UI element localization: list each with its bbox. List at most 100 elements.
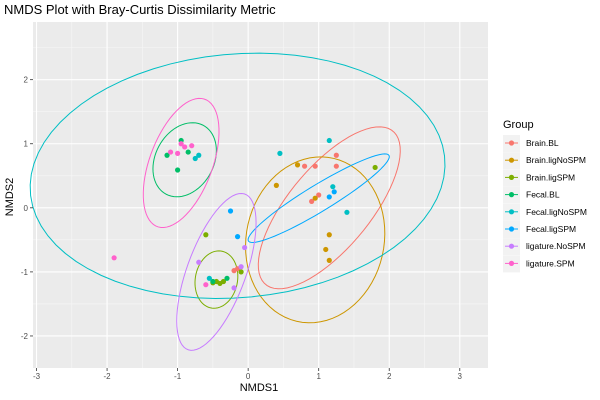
- point-ligature.SPM: [111, 255, 117, 261]
- y-tick-label: 1: [24, 140, 29, 149]
- point-Fecal.BL: [224, 275, 230, 281]
- ellipse-Fecal.ligNoSPM: [29, 52, 446, 299]
- legend-key-point: [508, 260, 515, 266]
- point-Fecal.ligSPM: [326, 194, 332, 200]
- point-Brain.BL: [301, 163, 308, 169]
- point-Brain.BL: [316, 192, 322, 198]
- ellipse-Brain.BL: [257, 126, 401, 290]
- x-axis-title: NMDS1: [240, 382, 279, 394]
- y-axis-ticks: -2 -1 0 1 2: [21, 76, 33, 341]
- point-Fecal.ligSPM: [227, 208, 234, 214]
- legend-label: Brain.BL: [526, 138, 559, 148]
- point-Brain.BL: [333, 163, 339, 169]
- x-tick-label: -3: [33, 372, 41, 381]
- point-Fecal.BL: [210, 278, 216, 285]
- x-tick-label: 1: [316, 372, 321, 381]
- legend-item: Fecal.BL: [503, 186, 560, 204]
- point-ligature.NoSPM: [196, 259, 202, 265]
- legend-label: Fecal.BL: [526, 190, 560, 200]
- y-tick-label: -1: [21, 268, 29, 277]
- legend-label: Fecal.ligSPM: [526, 224, 576, 234]
- point-Fecal.ligNoSPM: [192, 155, 198, 162]
- legend-items: Brain.BL Brain.ligNoSPM Brain.ligSPM Fecal.…: [503, 135, 587, 273]
- point-Fecal.ligSPM: [234, 234, 241, 240]
- legend-key-point: [508, 192, 515, 198]
- legend-label: ligature.SPM: [526, 258, 575, 268]
- ellipse-Brain.ligNoSPM: [245, 156, 386, 324]
- point-Brain.ligNoSPM: [326, 257, 332, 263]
- point-Brain.BL: [231, 268, 237, 274]
- point-Brain.ligNoSPM: [273, 182, 279, 188]
- y-tick-label: 2: [24, 76, 29, 85]
- y-tick-label: -2: [21, 332, 29, 341]
- legend-title: Group: [503, 119, 534, 131]
- legend-item: ligature.SPM: [503, 255, 575, 273]
- ellipse-ligature.NoSPM: [176, 192, 257, 351]
- legend-key-point: [508, 174, 515, 180]
- legend-item: Brain.ligSPM: [503, 169, 575, 187]
- point-Brain.ligNoSPM: [326, 232, 332, 238]
- legend-item: Brain.BL: [503, 135, 559, 152]
- legend-label: ligature.NoSPM: [526, 241, 586, 251]
- plot-panel: [33, 22, 488, 368]
- ellipse-Fecal.ligSPM: [247, 153, 390, 243]
- point-Fecal.BL: [175, 167, 181, 173]
- point-Fecal.ligNoSPM: [277, 150, 283, 156]
- point-Brain.ligSPM: [372, 164, 378, 171]
- point-Fecal.ligSPM: [331, 189, 337, 195]
- legend-label: Brain.ligNoSPM: [526, 155, 586, 165]
- point-Brain.ligSPM: [238, 269, 244, 275]
- x-tick-label: -2: [104, 372, 112, 381]
- point-ligature.NoSPM: [238, 264, 244, 270]
- legend-key-point: [508, 140, 515, 146]
- point-Brain.BL: [312, 163, 318, 169]
- point-Fecal.ligNoSPM: [206, 275, 212, 281]
- point-Fecal.BL: [164, 152, 170, 158]
- legend-key-point: [508, 226, 515, 232]
- point-Brain.ligSPM: [220, 278, 227, 285]
- legend-key-point: [508, 243, 515, 249]
- x-axis-ticks: -3 -2 -1 0 1 2 3: [33, 368, 463, 381]
- legend-item: Brain.ligNoSPM: [503, 152, 586, 170]
- x-tick-label: -1: [174, 372, 182, 381]
- point-Brain.BL: [333, 152, 339, 158]
- point-ligature.NoSPM: [231, 285, 237, 291]
- point-Fecal.ligNoSPM: [344, 209, 350, 215]
- point-ligature.SPM: [203, 282, 209, 288]
- legend: Group Brain.BL Brain.ligNoSPM Brain.ligSPM…: [503, 119, 587, 273]
- ellipse-ligature.SPM: [142, 97, 220, 229]
- point-Fecal.ligNoSPM: [326, 137, 332, 144]
- point-ligature.SPM: [189, 143, 195, 149]
- legend-item: Fecal.ligSPM: [503, 221, 576, 238]
- chart-title: NMDS Plot with Bray-Curtis Dissimilarity…: [4, 2, 276, 17]
- point-Fecal.BL: [185, 149, 191, 155]
- point-ligature.SPM: [175, 150, 181, 156]
- point-Fecal.ligNoSPM: [196, 152, 202, 158]
- legend-item: Fecal.ligNoSPM: [503, 203, 587, 221]
- legend-item: ligature.NoSPM: [503, 238, 586, 256]
- x-tick-label: 0: [246, 372, 251, 381]
- point-Brain.ligNoSPM: [294, 162, 301, 168]
- point-ligature.SPM: [178, 141, 184, 147]
- point-Brain.ligNoSPM: [312, 195, 318, 201]
- legend-label: Fecal.ligNoSPM: [526, 207, 587, 217]
- point-Fecal.ligNoSPM: [330, 184, 336, 190]
- ellipse-Fecal.BL: [152, 122, 217, 198]
- data-points: [111, 137, 378, 291]
- point-Brain.ligNoSPM: [323, 246, 329, 253]
- point-ligature.SPM: [182, 144, 188, 150]
- y-axis-title: NMDS2: [4, 178, 16, 217]
- y-tick-label: 0: [24, 204, 29, 213]
- point-ligature.NoSPM: [242, 244, 248, 251]
- point-Brain.BL: [309, 198, 315, 205]
- legend-key-point: [508, 209, 515, 215]
- point-Brain.ligSPM: [203, 232, 209, 238]
- confidence-ellipses: [29, 52, 446, 351]
- x-tick-label: 3: [458, 372, 463, 381]
- x-tick-label: 2: [387, 372, 392, 381]
- legend-key-point: [508, 157, 515, 163]
- point-ligature.SPM: [167, 149, 174, 155]
- legend-label: Brain.ligSPM: [526, 172, 575, 182]
